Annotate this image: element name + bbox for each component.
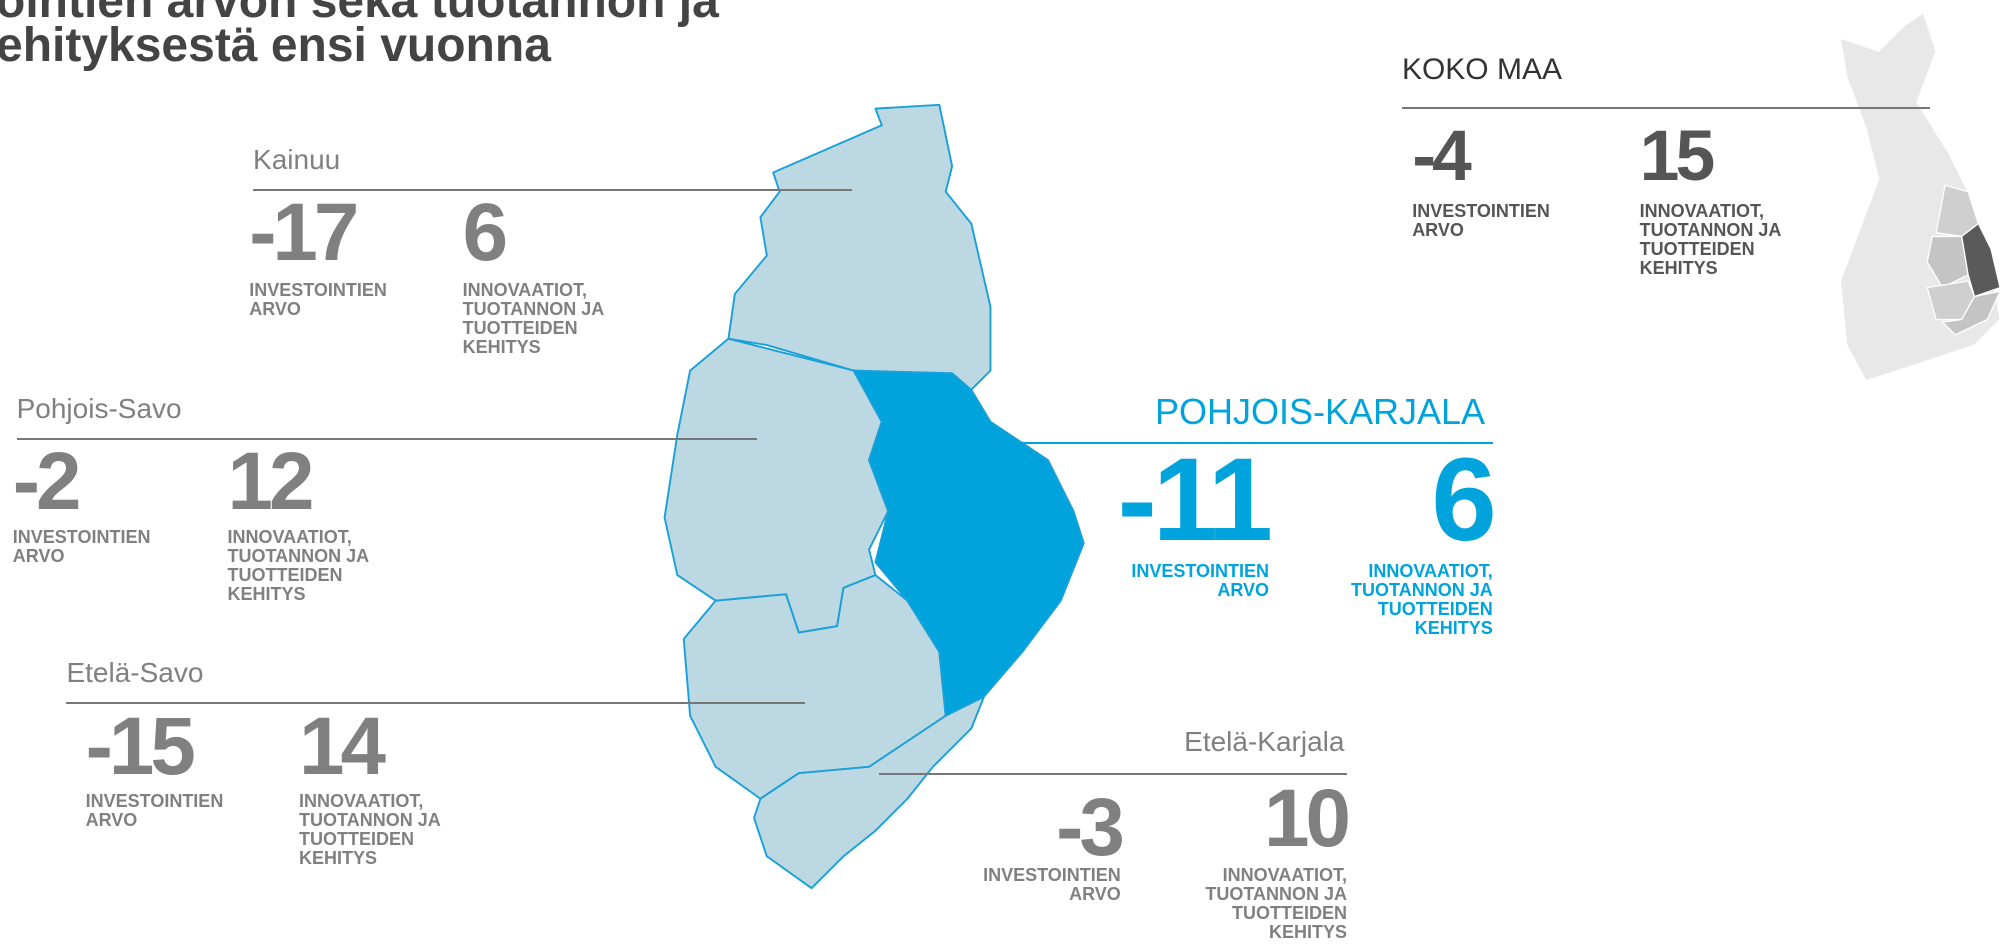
investments-label: INVESTOINTIEN ARVO <box>249 280 387 320</box>
innovation-label: INNOVAATIOT, TUOTANNON JA TUOTTEIDEN KEH… <box>1205 865 1348 943</box>
innovation-value: 15 <box>1639 116 1716 197</box>
investments-label: INVESTOINTIEN ARVO <box>12 526 151 566</box>
finland-map <box>1839 11 2001 382</box>
finland-pohjois-karjala <box>1961 222 2001 298</box>
innovation-label: INNOVAATIOT, TUOTANNON JA TUOTTEIDEN KEH… <box>299 791 441 869</box>
region-name: KOKO MAA <box>1401 52 1562 86</box>
divider-line <box>996 442 1493 445</box>
investments-value: -3 <box>1056 781 1125 873</box>
investments-label: INVESTOINTIEN ARVO <box>1131 561 1270 601</box>
investments-value: -17 <box>249 187 359 279</box>
title-line: ointien arvon sekä tuotannon ja <box>0 0 719 28</box>
region-kainuu <box>727 103 992 391</box>
innovation-value: 10 <box>1264 772 1351 864</box>
finland-pohjois-savo <box>1926 235 1969 289</box>
innovation-value: 6 <box>462 187 509 279</box>
innovation-value: 6 <box>1431 434 1496 566</box>
divider-line <box>879 773 1347 776</box>
innovation-label: INNOVAATIOT, TUOTANNON JA TUOTTEIDEN KEH… <box>227 526 369 604</box>
investments-label: INVESTOINTIEN ARVO <box>85 791 224 831</box>
innovation-label: INNOVAATIOT, TUOTANNON JA TUOTTEIDEN KEH… <box>1639 200 1781 278</box>
divider-line <box>16 438 757 441</box>
innovation-value: 12 <box>227 436 314 528</box>
divider-line <box>66 701 806 704</box>
title-line: ehityksestä ensi vuonna <box>0 19 551 72</box>
innovation-value: 14 <box>299 701 386 793</box>
innovation-label: INNOVAATIOT, TUOTANNON JA TUOTTEIDEN KEH… <box>1351 561 1493 639</box>
region-pohjois-karjala <box>852 369 1085 717</box>
investments-value: -15 <box>85 701 196 793</box>
region-name: Etelä-Savo <box>66 657 204 689</box>
region-name: Pohjois-Savo <box>16 392 182 424</box>
investments-value: -4 <box>1412 116 1472 197</box>
investments-label: INVESTOINTIEN ARVO <box>1412 200 1550 240</box>
region-etela-karjala <box>753 695 986 890</box>
finland-etela-karjala <box>1941 290 2002 336</box>
divider-line <box>1401 107 1930 110</box>
region-name: Kainuu <box>253 143 341 175</box>
investments-label: INVESTOINTIEN ARVO <box>983 865 1121 905</box>
innovation-label: INNOVAATIOT, TUOTANNON JA TUOTTEIDEN KEH… <box>462 280 604 358</box>
investments-value: -2 <box>12 436 82 528</box>
region-name: POHJOIS-KARJALA <box>1154 390 1486 432</box>
investments-value: -11 <box>1117 434 1273 566</box>
divider-line <box>253 189 853 192</box>
region-name: Etelä-Karjala <box>1184 726 1345 758</box>
